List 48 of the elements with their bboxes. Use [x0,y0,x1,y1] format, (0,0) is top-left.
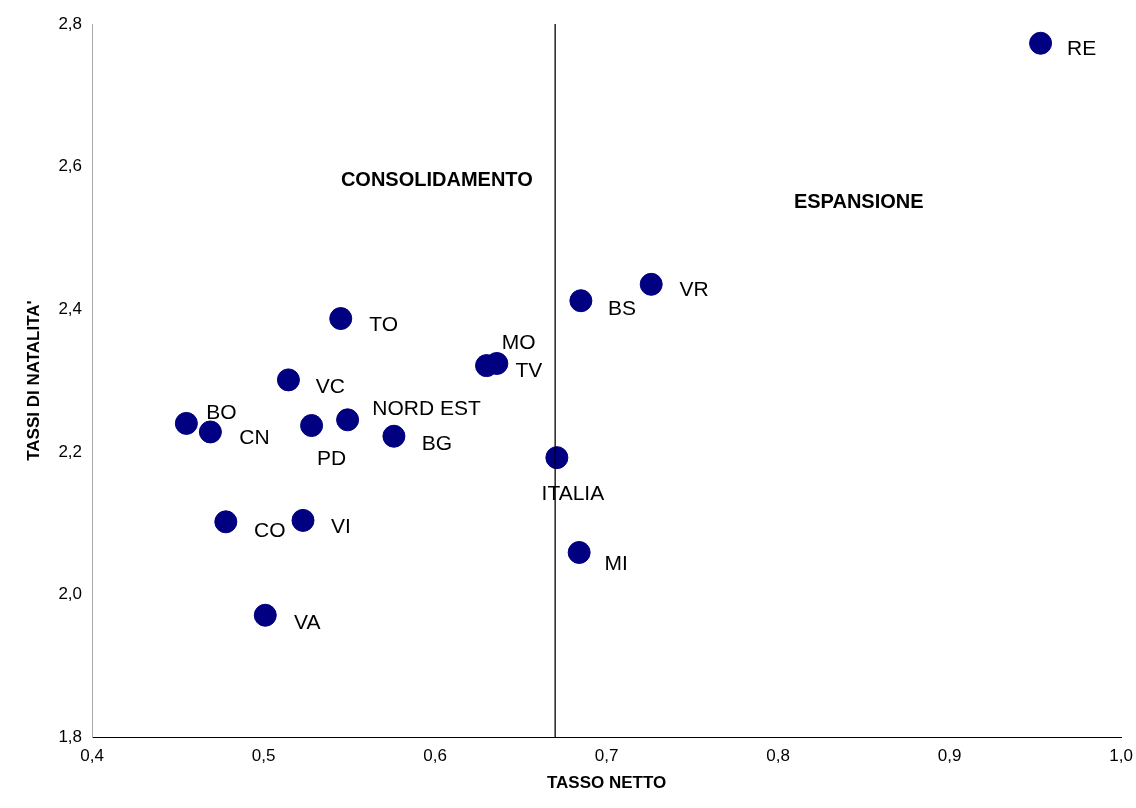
annotation: CN [239,424,270,448]
annotation: VR [679,277,709,301]
point [253,603,277,627]
x-axis-title: TASSO NETTO [546,773,667,793]
annotation: TV [515,358,543,382]
point [545,446,569,470]
point [336,408,360,432]
point [382,424,406,448]
annotation: CO [254,517,286,541]
x-tick-label: 0,5 [251,746,276,766]
y-tick-label: 2,2 [58,441,83,461]
y-tick-label: 2,6 [58,156,83,176]
x-tick-label: 0,7 [594,746,619,766]
point [300,414,324,438]
annotation: RE [1066,36,1097,60]
annotation: BO [206,400,237,424]
x-tick-label: 0,8 [766,746,790,766]
y-tick-label: 2,4 [58,298,83,318]
y-tick-label: 2,0 [58,584,83,604]
point [569,289,593,313]
annotation: VA [294,610,321,634]
x-tick-label: 1,0 [1109,746,1133,766]
x-tick-label: 0,9 [937,746,962,766]
point [329,307,353,331]
annotation: VC [315,373,346,397]
annotation: CONSOLIDAMENTO [340,168,533,191]
annotation: VI [331,514,351,538]
point [214,510,238,534]
point [276,368,300,392]
annotation: PD [316,446,347,470]
x-tick-label: 0,6 [423,746,447,766]
point [567,540,591,564]
y-tick-label: 2,8 [58,13,83,33]
point [174,411,198,435]
annotation: ESPANSIONE [793,189,924,212]
annotation: BG [421,431,453,455]
annotation: MO [501,330,536,354]
annotation: MI [604,551,628,575]
annotation: TO [369,312,399,336]
y-tick-label: 1,8 [58,726,83,746]
point [1029,31,1053,55]
annotation: NORD EST [372,395,482,419]
point [639,272,663,296]
point [291,508,315,532]
annotation: BS [607,295,636,319]
point [198,420,222,444]
x-tick-label: 0,4 [80,746,104,766]
y-axis-title: TASSI DI NATALITA' [23,300,43,461]
